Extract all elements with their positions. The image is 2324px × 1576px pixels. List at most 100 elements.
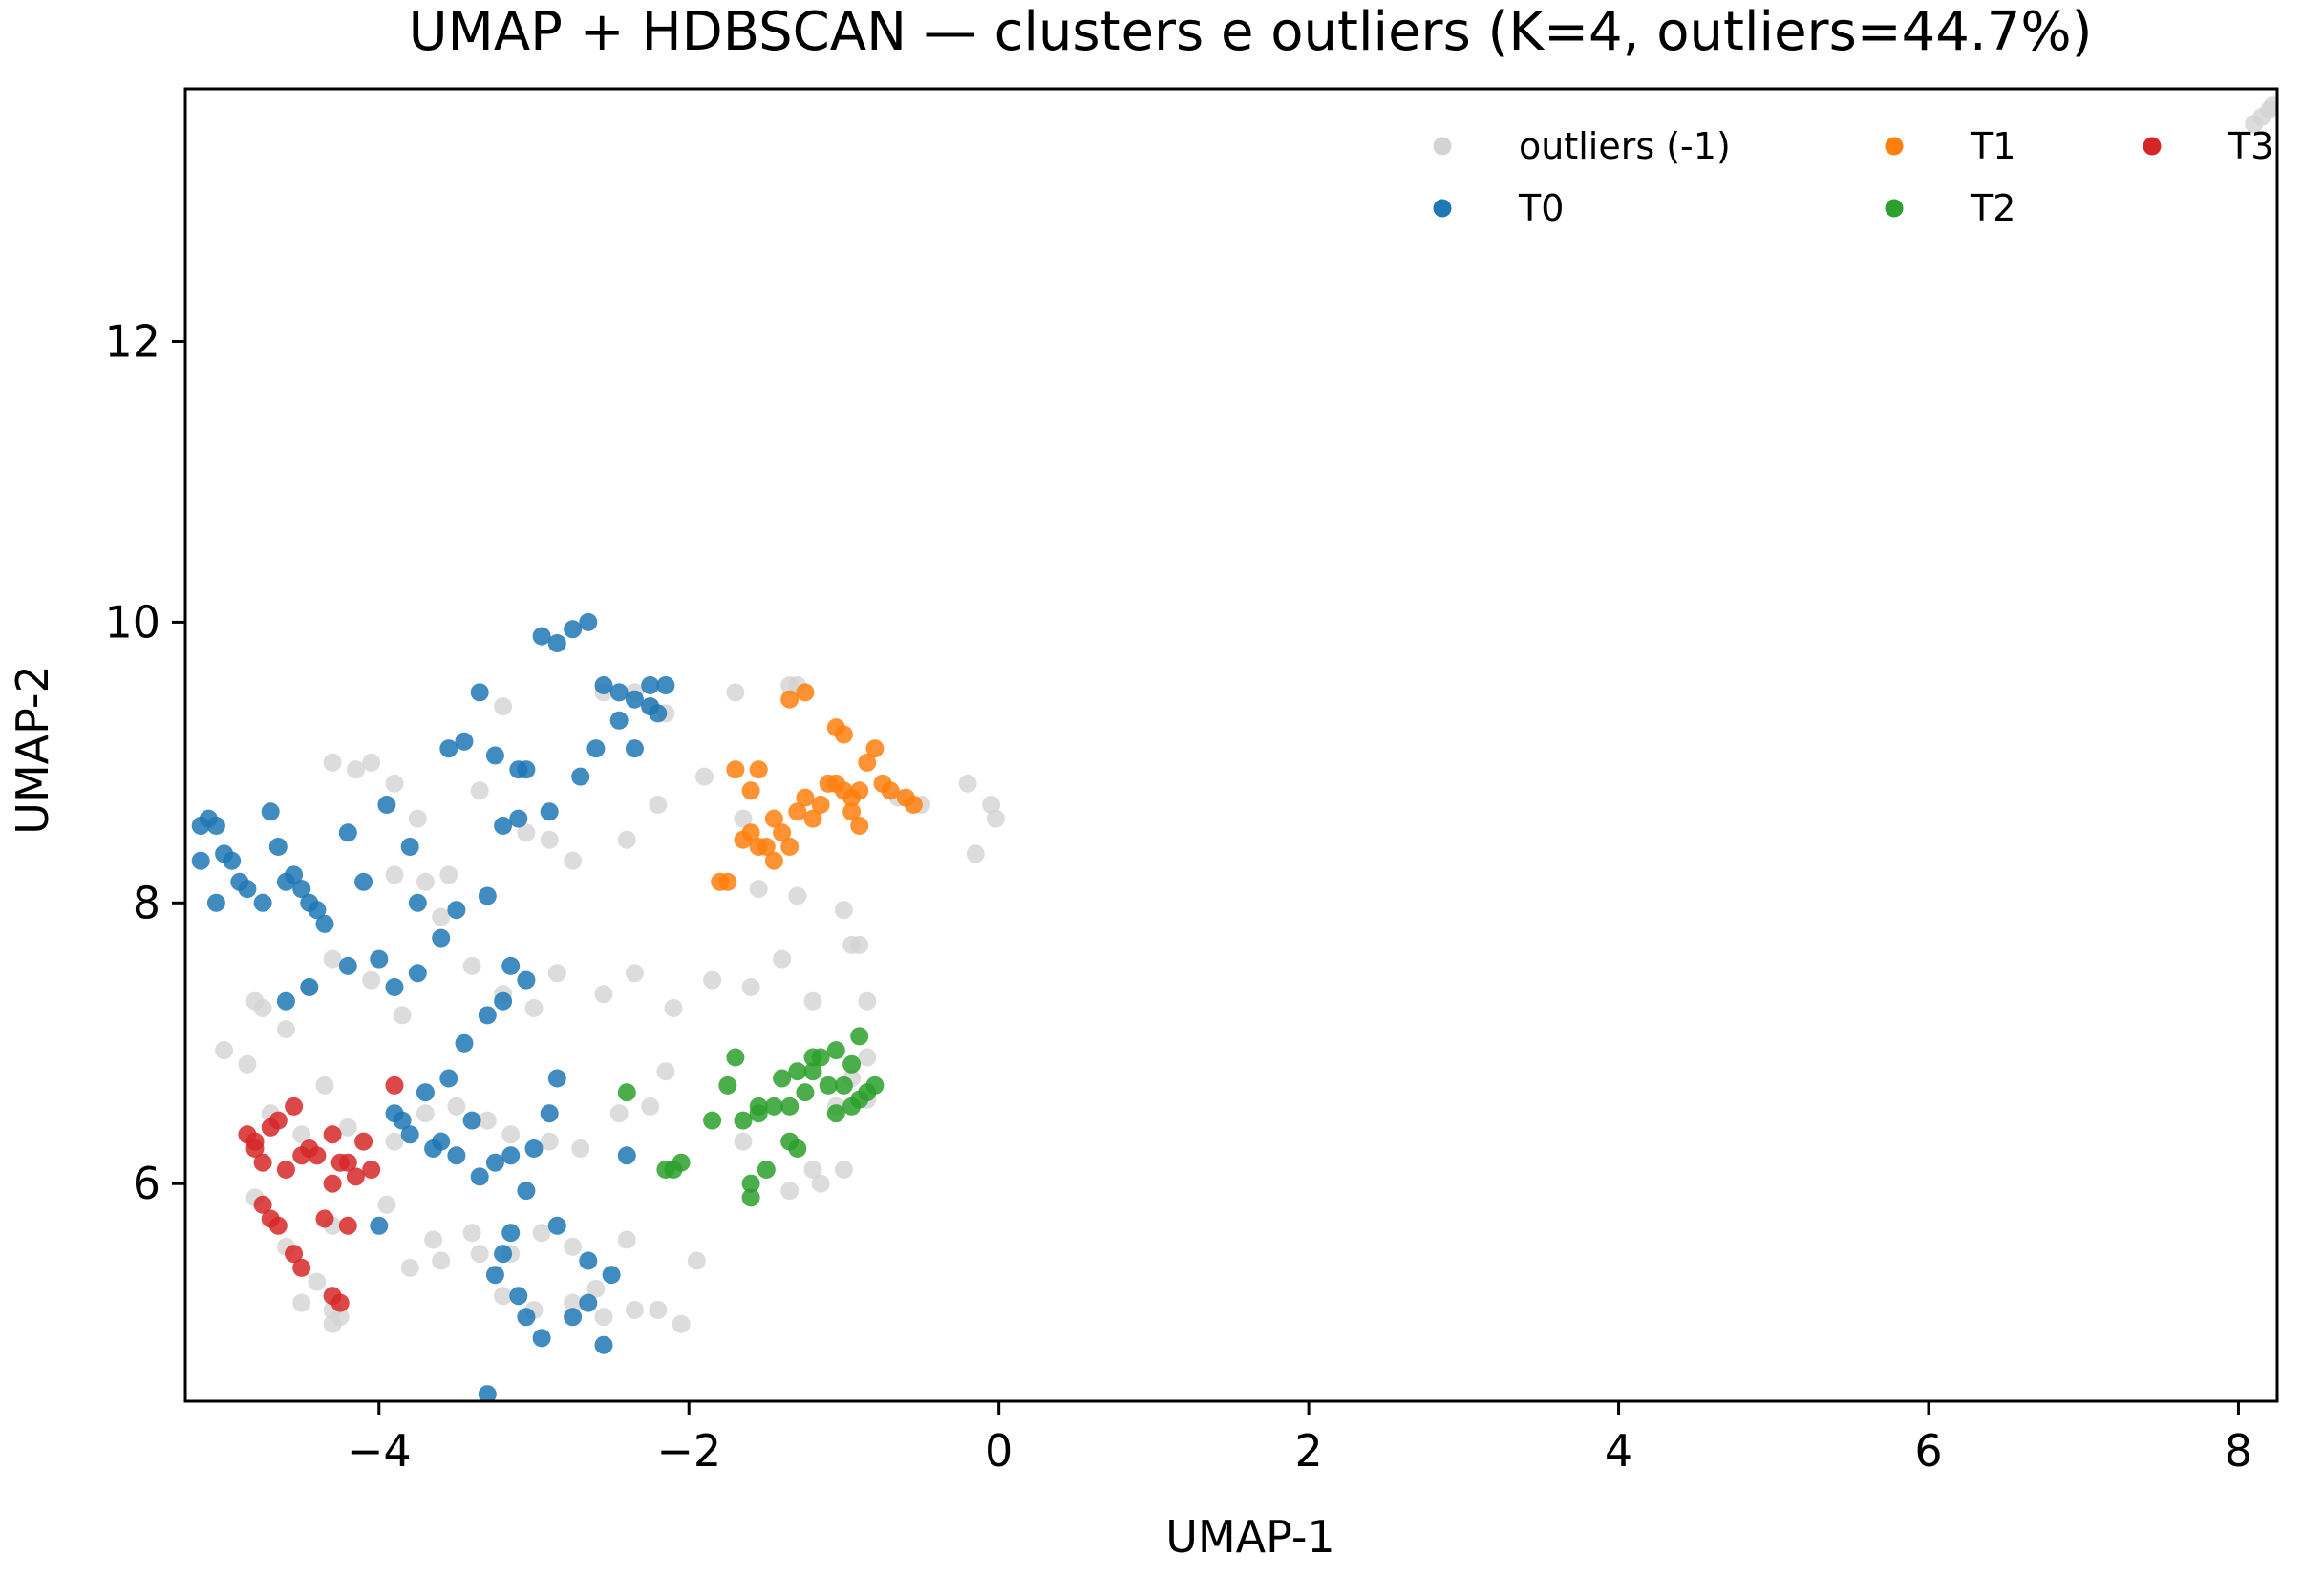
point-series-0	[408, 809, 427, 828]
point-series-4	[308, 1146, 327, 1165]
legend-marker	[2143, 137, 2162, 156]
legend-label: T2	[1970, 187, 2015, 229]
legend-marker	[1433, 199, 1452, 218]
point-series-1	[385, 978, 404, 996]
point-series-1	[625, 690, 644, 709]
point-series-0	[439, 865, 458, 884]
point-series-0	[834, 1161, 853, 1179]
point-series-0	[338, 1118, 357, 1137]
legend-label: T1	[1970, 125, 2015, 167]
point-series-2	[764, 851, 783, 870]
x-tick-label: 2	[1294, 1425, 1322, 1477]
point-series-4	[268, 1111, 288, 1130]
point-series-1	[370, 1216, 389, 1235]
point-series-2	[749, 760, 768, 779]
point-series-1	[206, 893, 225, 912]
point-series-1	[617, 1146, 636, 1165]
point-series-0	[540, 1132, 559, 1151]
point-series-0	[803, 1161, 822, 1179]
x-tick-label: 8	[2225, 1425, 2252, 1477]
point-series-0	[780, 1182, 800, 1201]
point-series-0	[649, 796, 668, 814]
point-series-0	[400, 1258, 419, 1277]
point-series-0	[641, 1097, 660, 1116]
point-series-0	[649, 1301, 668, 1319]
point-series-1	[439, 739, 458, 758]
point-series-1	[532, 1329, 551, 1348]
y-tick-label: 12	[104, 316, 160, 368]
point-series-4	[338, 1153, 357, 1172]
point-series-2	[881, 781, 900, 800]
point-series-1	[206, 817, 225, 835]
point-series-0	[447, 1097, 466, 1116]
point-series-1	[308, 901, 327, 920]
point-series-0	[377, 1195, 396, 1214]
point-series-0	[215, 1041, 234, 1060]
point-series-4	[338, 1216, 357, 1235]
point-series-0	[330, 1308, 350, 1327]
point-series-1	[315, 914, 334, 933]
point-series-1	[338, 823, 357, 842]
point-series-4	[292, 1258, 311, 1277]
point-series-3	[788, 1062, 807, 1081]
point-series-0	[385, 774, 404, 793]
point-series-0	[788, 886, 807, 905]
point-series-1	[625, 739, 644, 758]
legend-label: outliers (-1)	[1519, 125, 1731, 167]
point-series-1	[191, 851, 210, 870]
point-series-3	[773, 1069, 792, 1088]
point-series-0	[625, 964, 644, 983]
point-series-1	[602, 1266, 621, 1285]
point-series-4	[268, 1216, 288, 1235]
point-series-0	[532, 1224, 551, 1243]
point-series-0	[749, 880, 768, 899]
point-series-1	[547, 1216, 566, 1235]
point-series-0	[385, 1132, 404, 1151]
point-series-3	[741, 1188, 760, 1207]
point-series-1	[532, 627, 551, 646]
point-series-1	[462, 1111, 481, 1130]
point-series-3	[865, 1076, 885, 1095]
point-series-4	[276, 1161, 295, 1179]
point-series-1	[285, 865, 304, 884]
point-series-1	[579, 1293, 598, 1312]
point-series-3	[842, 1054, 862, 1074]
point-series-1	[478, 886, 497, 905]
point-series-1	[641, 676, 660, 694]
point-series-1	[408, 964, 427, 983]
x-tick-label: 0	[985, 1425, 1013, 1477]
point-series-1	[432, 928, 451, 948]
legend-label: T3	[2228, 125, 2273, 167]
y-tick-label: 6	[133, 1158, 160, 1209]
point-series-1	[370, 949, 389, 969]
point-series-1	[656, 676, 675, 694]
point-series-2	[773, 823, 792, 842]
series-1	[191, 612, 675, 1401]
legend: outliers (-1) T0 T1 T2 T3	[1433, 125, 2273, 229]
point-series-0	[2263, 96, 2277, 116]
point-series-0	[571, 1139, 590, 1158]
point-series-1	[609, 711, 629, 730]
point-series-4	[315, 1209, 334, 1228]
point-series-1	[470, 683, 489, 702]
point-series-0	[416, 1104, 435, 1123]
point-series-4	[346, 1167, 365, 1186]
point-series-2	[757, 838, 776, 856]
point-series-3	[734, 1111, 753, 1130]
point-series-0	[517, 823, 536, 842]
point-series-0	[811, 1174, 830, 1193]
point-series-1	[292, 880, 311, 899]
point-series-2	[764, 809, 783, 828]
point-series-0	[982, 796, 1001, 814]
point-series-0	[470, 781, 489, 800]
point-series-1	[377, 796, 396, 814]
point-series-3	[764, 1097, 783, 1116]
point-series-0	[564, 1237, 583, 1256]
point-series-0	[494, 1287, 513, 1306]
point-series-4	[245, 1132, 265, 1151]
point-series-2	[741, 823, 760, 842]
point-series-1	[594, 676, 613, 694]
y-tick-label: 8	[133, 877, 160, 928]
point-series-0	[726, 683, 745, 702]
point-series-4	[285, 1097, 304, 1116]
